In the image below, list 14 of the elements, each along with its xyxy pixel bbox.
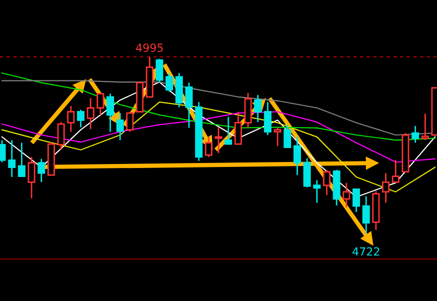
candlestick (214, 126, 222, 154)
candlestick (254, 94, 262, 123)
candlestick (362, 196, 370, 234)
candlestick (116, 112, 124, 141)
candlestick (67, 105, 75, 132)
candlestick (313, 180, 321, 204)
annotation: 4722 (352, 247, 380, 256)
candlestick (86, 97, 94, 130)
candlestick (342, 182, 350, 208)
annotation: 4995 (136, 44, 163, 52)
candlestick (195, 101, 203, 162)
candlestick (293, 136, 301, 176)
candlestick (8, 139, 16, 178)
candlestick (382, 172, 390, 204)
